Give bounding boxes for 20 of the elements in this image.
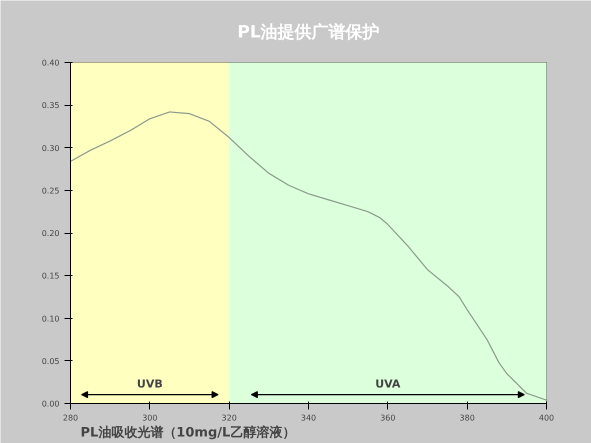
x-tick-label: 340 [300,414,316,422]
band-label: UVA [375,378,401,391]
x-tick-label: 280 [62,414,78,422]
y-tick-label: 0.30 [42,144,60,153]
line-series [70,111,546,401]
y-tick-label: 0.10 [42,314,60,324]
y-tick-label: 0.05 [42,356,60,366]
y-tick-label: 0.40 [42,58,60,68]
x-tick-label: 360 [380,414,396,422]
text: PL油吸收光谱（10mg/L乙醇溶液） [80,424,296,440]
y-tick-label: 0.20 [42,229,60,238]
x-tick-label: 300 [142,414,158,422]
y-tick-label: 0.25 [42,186,60,196]
x-tick-label: 380 [460,414,475,422]
y-tick-label: 0.00 [42,400,60,408]
band-label: UVB [136,378,163,391]
y-tick-label: 0.35 [42,101,60,110]
x-tick-label: 320 [222,414,237,422]
y-tick-label: 0.15 [42,272,60,281]
x-tick-label: 400 [538,414,554,422]
